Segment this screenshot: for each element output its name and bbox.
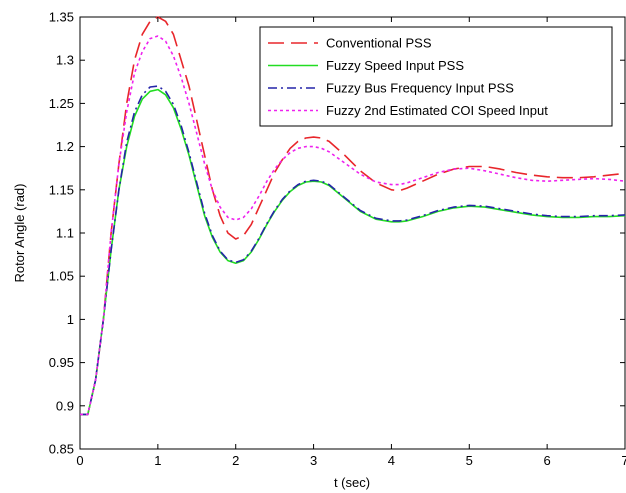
y-tick-label: 1.05	[49, 269, 74, 284]
y-tick-label: 1.35	[49, 10, 74, 25]
legend-label: Fuzzy Speed Input PSS	[326, 58, 464, 73]
x-tick-label: 2	[232, 453, 239, 468]
y-tick-label: 1	[67, 312, 74, 327]
series-layer	[80, 16, 626, 416]
y-tick-label: 0.95	[49, 355, 74, 370]
series-line	[80, 35, 626, 416]
y-tick-label: 0.9	[56, 398, 74, 413]
legend-label: Fuzzy 2nd Estimated COI Speed Input	[326, 103, 548, 118]
series-line	[80, 85, 626, 416]
legend-label: Conventional PSS	[326, 36, 432, 51]
x-tick-label: 1	[154, 453, 161, 468]
x-tick-label: 7	[621, 453, 626, 468]
y-ticks: 0.85 0.9 0.95 1 1.05 1.1 1.15 1.2 1.25 1.3 1.35	[49, 10, 625, 457]
y-tick-label: 0.85	[49, 442, 74, 457]
legend: Conventional PSS Fuzzy Speed Input PSS Fuz…	[259, 26, 613, 127]
y-tick-label: 1.1	[56, 226, 74, 241]
x-tick-label: 4	[388, 453, 395, 468]
series-line	[80, 16, 626, 416]
x-axis-label: t (sec)	[334, 475, 370, 490]
x-tick-label: 6	[544, 453, 551, 468]
legend-label: Fuzzy Bus Frequency Input PSS	[326, 81, 514, 96]
y-tick-label: 1.25	[49, 96, 74, 111]
x-tick-label: 3	[310, 453, 317, 468]
x-tick-label: 5	[466, 453, 473, 468]
y-tick-label: 1.3	[56, 53, 74, 68]
y-tick-label: 1.15	[49, 182, 74, 197]
y-tick-label: 1.2	[56, 139, 74, 154]
y-axis-label: Rotor Angle (rad)	[12, 184, 27, 283]
x-ticks: 0 1 2 3 4 5 6 7	[76, 17, 626, 468]
x-tick-label: 0	[76, 453, 83, 468]
legend-box	[259, 26, 613, 127]
